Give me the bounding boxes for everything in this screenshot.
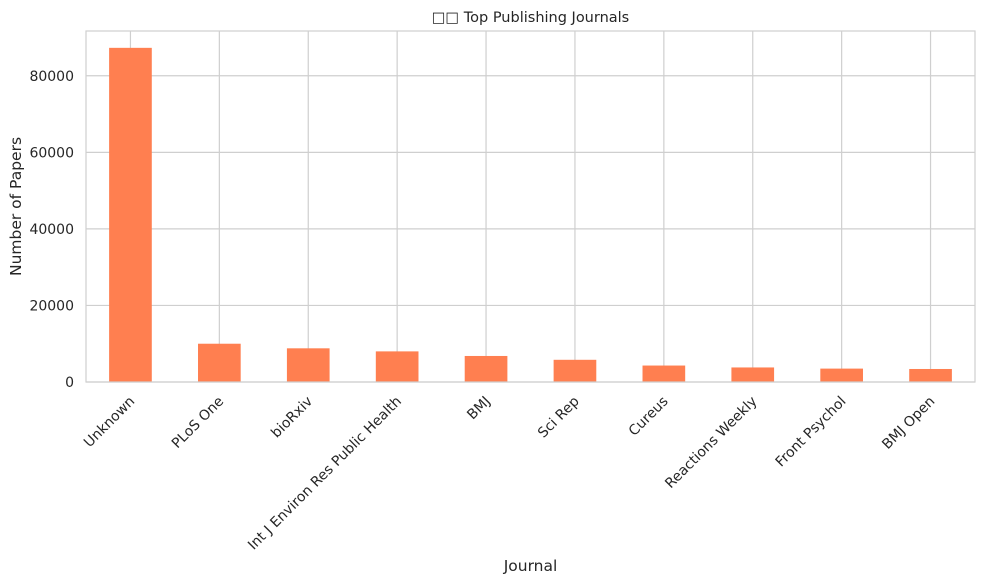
- x-tick-label: Cureus: [626, 394, 672, 440]
- x-tick-label: Reactions Weekly: [662, 394, 760, 492]
- y-tick-label: 20000: [29, 298, 74, 314]
- bar: [820, 368, 863, 382]
- x-tick-label: BMJ Open: [879, 394, 938, 453]
- x-tick-label: PLoS One: [169, 394, 227, 452]
- x-tick-label: Sci Rep: [535, 393, 583, 441]
- bar: [642, 365, 686, 382]
- y-axis-title: Number of Papers: [7, 137, 25, 276]
- bar: [553, 359, 597, 382]
- x-tick-label: BMJ: [464, 394, 494, 424]
- y-tick-label: 60000: [29, 145, 74, 161]
- bar: [464, 355, 508, 382]
- y-tick-label: 40000: [29, 222, 74, 238]
- y-tick-label: 0: [65, 375, 74, 391]
- x-tick-label: Int J Environ Res Public Health: [245, 394, 405, 554]
- x-tick-label: bioRxiv: [268, 394, 316, 442]
- y-tick-label: 80000: [29, 69, 74, 85]
- bars-layer: [109, 47, 952, 382]
- x-axis-title: Journal: [503, 557, 558, 575]
- bar: [109, 47, 152, 382]
- bar: [286, 348, 330, 382]
- y-tick-labels: 0 20000 40000 60000 80000: [29, 69, 74, 391]
- bar: [909, 368, 952, 382]
- bar: [198, 343, 241, 382]
- grid-layer: [86, 31, 975, 383]
- x-tick-label: Unknown: [81, 394, 138, 451]
- bar: [731, 367, 775, 382]
- chart-title: □□ Top Publishing Journals: [432, 10, 630, 26]
- plot-frame: [85, 30, 976, 383]
- bar: [375, 351, 419, 382]
- x-tick-label: Front Psychol: [773, 394, 850, 471]
